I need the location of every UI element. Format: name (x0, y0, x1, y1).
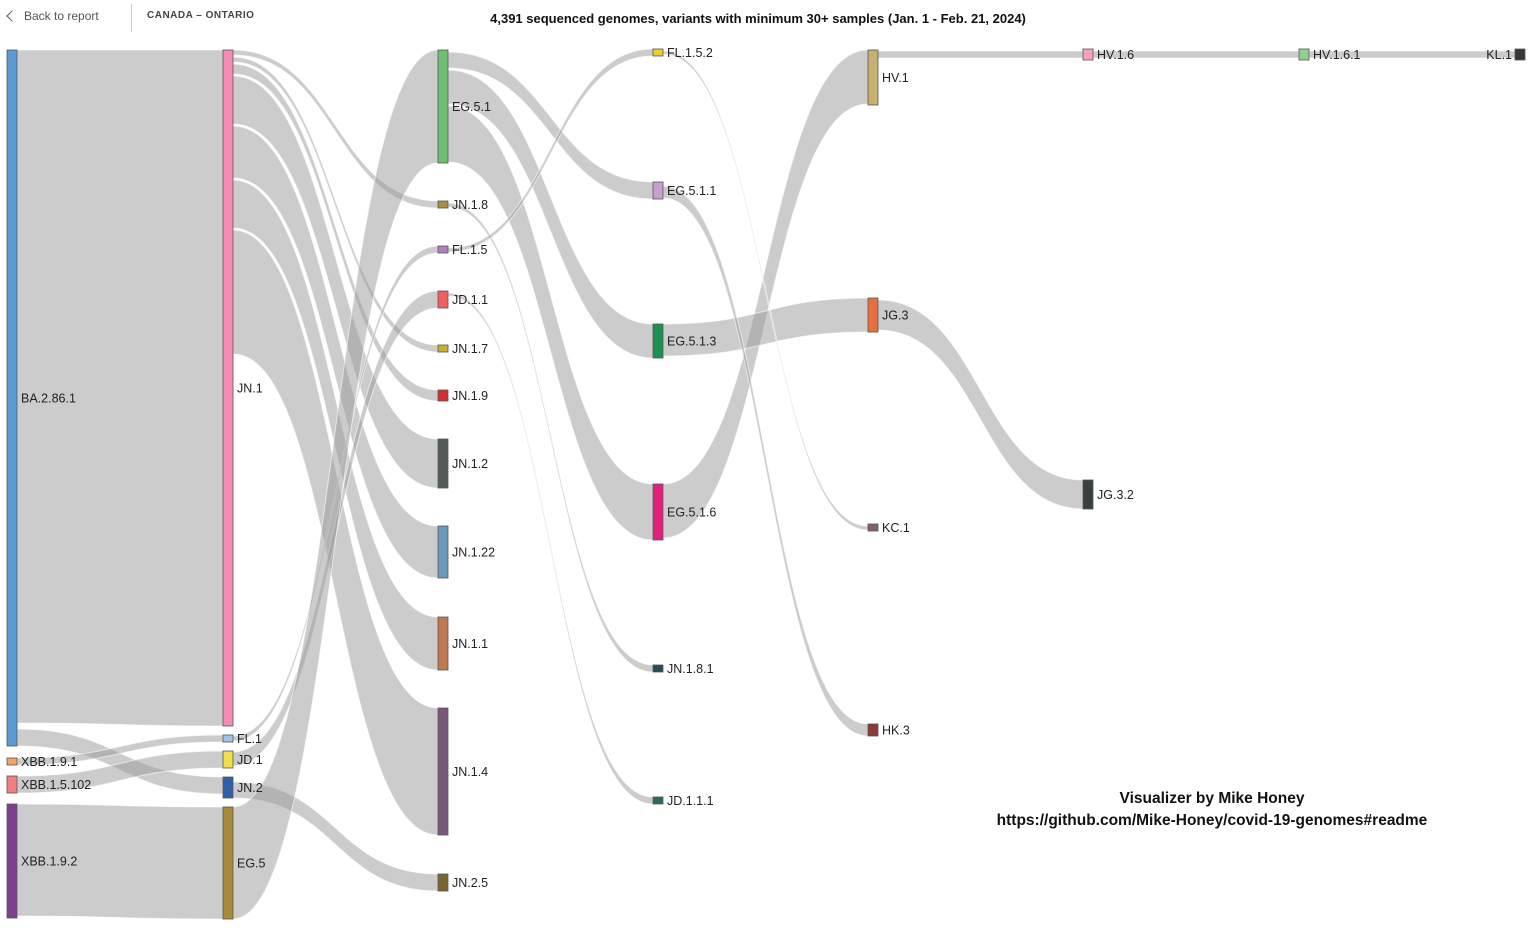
node-JN.1.8.1[interactable] (652, 664, 664, 673)
credit-link[interactable]: https://github.com/Mike-Honey/covid-19-g… (996, 812, 1428, 829)
node-label: XBB.1.9.2 (21, 855, 77, 869)
link-BA.2.86.1-to-JN.1[interactable] (16, 49, 224, 727)
node-label: EG.5.1 (452, 100, 491, 114)
node-label: JN.1 (237, 382, 263, 396)
node-label: JN.2.5 (452, 876, 488, 890)
node-EG.5.1.1[interactable] (652, 181, 664, 200)
node-JN.1.4[interactable] (437, 707, 449, 836)
node-label: HV.1.6.1 (1313, 48, 1361, 62)
node-label: JG.3 (882, 309, 908, 323)
node-EG.5.1.6[interactable] (652, 483, 664, 541)
node-label: JN.1.7 (452, 342, 488, 356)
node-label: JN.1.22 (452, 546, 495, 560)
node-JN.1.2[interactable] (437, 438, 449, 489)
node-label: FL.1 (237, 732, 262, 746)
node-JN.2.5[interactable] (437, 873, 449, 892)
node-label: JN.2 (237, 781, 263, 795)
node-HV.1.6.1[interactable] (1298, 48, 1310, 61)
nodes-layer (6, 48, 1526, 920)
node-label: JD.1.1 (452, 293, 488, 307)
links-layer (16, 48, 1516, 920)
credit-block: Visualizer by Mike Honey https://github.… (962, 788, 1462, 832)
node-HK.3[interactable] (867, 723, 879, 737)
top-bar: Back to report CANADA – ONTARIO (0, 0, 1531, 34)
credit-author: Visualizer by Mike Honey (1119, 790, 1305, 807)
back-to-report-button[interactable]: Back to report (6, 4, 99, 28)
node-JN.1.22[interactable] (437, 525, 449, 579)
node-label: BA.2.86.1 (21, 392, 76, 406)
node-JG.3.2[interactable] (1082, 479, 1094, 510)
link-JN.1.8-to-JN.1.8.1[interactable] (447, 202, 654, 673)
node-label: EG.5.1.6 (667, 506, 716, 520)
node-label: JG.3.2 (1097, 488, 1134, 502)
breadcrumb: CANADA – ONTARIO (147, 10, 255, 21)
node-label: HV.1 (882, 71, 909, 85)
node-JN.1.8[interactable] (437, 200, 449, 209)
node-JN.1[interactable] (222, 49, 234, 727)
node-label: XBB.1.9.1 (21, 755, 77, 769)
node-JN.2[interactable] (222, 776, 234, 799)
node-EG.5.1[interactable] (437, 49, 449, 164)
node-label: JD.1.1.1 (667, 794, 714, 808)
node-XBB.1.5.102[interactable] (6, 775, 18, 794)
node-label: EG.5.1.1 (667, 184, 716, 198)
node-JD.1.1.1[interactable] (652, 796, 664, 805)
node-FL.1.5[interactable] (437, 245, 449, 254)
node-JD.1[interactable] (222, 750, 234, 769)
node-label: KL.1 (1486, 48, 1512, 62)
node-HV.1.6[interactable] (1082, 48, 1094, 61)
node-FL.1.5.2[interactable] (652, 48, 664, 57)
node-BA.2.86.1[interactable] (6, 49, 18, 747)
link-HV.1-to-HV.1.6[interactable] (877, 50, 1084, 59)
node-label: JN.1.9 (452, 389, 488, 403)
node-label: JN.1.2 (452, 457, 488, 471)
node-label: JN.1.4 (452, 765, 488, 779)
node-label: JD.1 (237, 753, 263, 767)
node-label: JN.1.8.1 (667, 662, 714, 676)
link-JG.3-to-JG.3.2[interactable] (877, 299, 1084, 510)
node-label: KC.1 (882, 521, 910, 535)
node-XBB.1.9.1[interactable] (6, 757, 18, 766)
node-label: JN.1.1 (452, 637, 488, 651)
node-JG.3[interactable] (867, 297, 879, 333)
node-label: FL.1.5 (452, 243, 487, 257)
chart-title: 4,391 sequenced genomes, variants with m… (490, 11, 1026, 26)
node-EG.5.1.3[interactable] (652, 323, 664, 359)
labels-layer: BA.2.86.1 XBB.1.9.1 XBB.1.5.102 XBB.1.9.2 JN… (21, 46, 1512, 890)
back-label: Back to report (24, 9, 99, 23)
node-HV.1[interactable] (867, 49, 879, 106)
node-KL.1[interactable] (1514, 48, 1526, 61)
node-XBB.1.9.2[interactable] (6, 803, 18, 919)
node-label: JN.1.8 (452, 198, 488, 212)
node-JN.1.9[interactable] (437, 389, 449, 402)
node-label: HK.3 (882, 724, 910, 738)
divider (131, 4, 132, 32)
node-label: FL.1.5.2 (667, 46, 713, 60)
node-KC.1[interactable] (867, 523, 879, 532)
node-JD.1.1[interactable] (437, 290, 449, 309)
node-EG.5[interactable] (222, 806, 234, 920)
node-label: EG.5 (237, 857, 266, 871)
node-label: HV.1.6 (1097, 48, 1134, 62)
node-JN.1.1[interactable] (437, 616, 449, 671)
node-label: EG.5.1.3 (667, 335, 716, 349)
node-FL.1[interactable] (222, 734, 234, 743)
node-JN.1.7[interactable] (437, 344, 449, 353)
node-label: XBB.1.5.102 (21, 778, 91, 792)
